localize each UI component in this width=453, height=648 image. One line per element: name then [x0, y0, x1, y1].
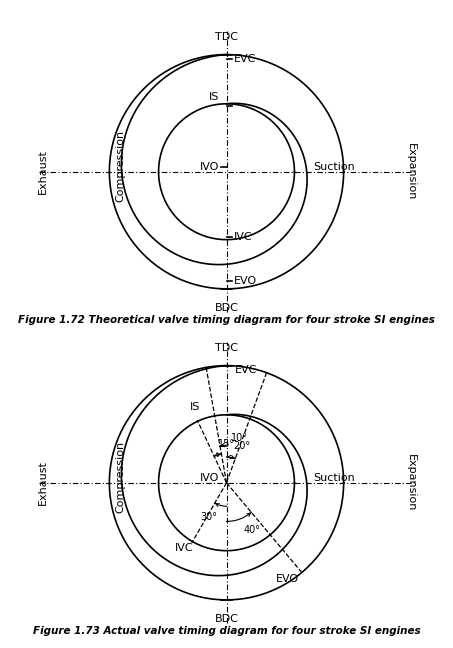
Text: IS: IS: [190, 402, 201, 412]
Text: TDC: TDC: [215, 343, 238, 353]
Text: BDC: BDC: [215, 614, 238, 624]
Text: EVO: EVO: [276, 574, 299, 584]
Text: Exhaust: Exhaust: [38, 460, 48, 505]
Text: Figure 1.72 Theoretical valve timing diagram for four stroke SI engines: Figure 1.72 Theoretical valve timing dia…: [18, 315, 435, 325]
Text: IVO: IVO: [200, 162, 219, 172]
Text: Figure 1.73 Actual valve timing diagram for four stroke SI engines: Figure 1.73 Actual valve timing diagram …: [33, 626, 420, 636]
Text: IVC: IVC: [175, 543, 194, 553]
Text: IVO: IVO: [200, 473, 219, 483]
Text: Expansion: Expansion: [405, 143, 415, 200]
Text: 15°: 15°: [218, 439, 235, 448]
Text: 10°: 10°: [231, 434, 248, 443]
Text: 20°: 20°: [234, 441, 251, 452]
Text: Exhaust: Exhaust: [38, 149, 48, 194]
Text: Suction: Suction: [313, 473, 355, 483]
Text: IVC: IVC: [234, 232, 252, 242]
Text: Compression: Compression: [115, 441, 125, 513]
Text: IS: IS: [209, 92, 219, 102]
Text: TDC: TDC: [215, 32, 238, 41]
Text: 40°: 40°: [244, 525, 261, 535]
Text: 30°: 30°: [200, 512, 217, 522]
Text: Expansion: Expansion: [405, 454, 415, 511]
Text: EVC: EVC: [234, 54, 256, 64]
Text: Suction: Suction: [313, 162, 355, 172]
Text: EVO: EVO: [234, 275, 257, 286]
Text: Compression: Compression: [115, 130, 125, 202]
Text: EVC: EVC: [235, 365, 257, 375]
Text: BDC: BDC: [215, 303, 238, 313]
